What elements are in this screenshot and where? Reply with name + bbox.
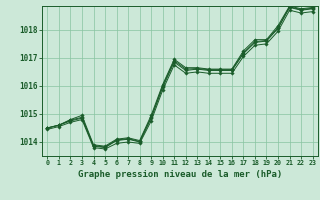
X-axis label: Graphe pression niveau de la mer (hPa): Graphe pression niveau de la mer (hPa): [78, 170, 282, 179]
